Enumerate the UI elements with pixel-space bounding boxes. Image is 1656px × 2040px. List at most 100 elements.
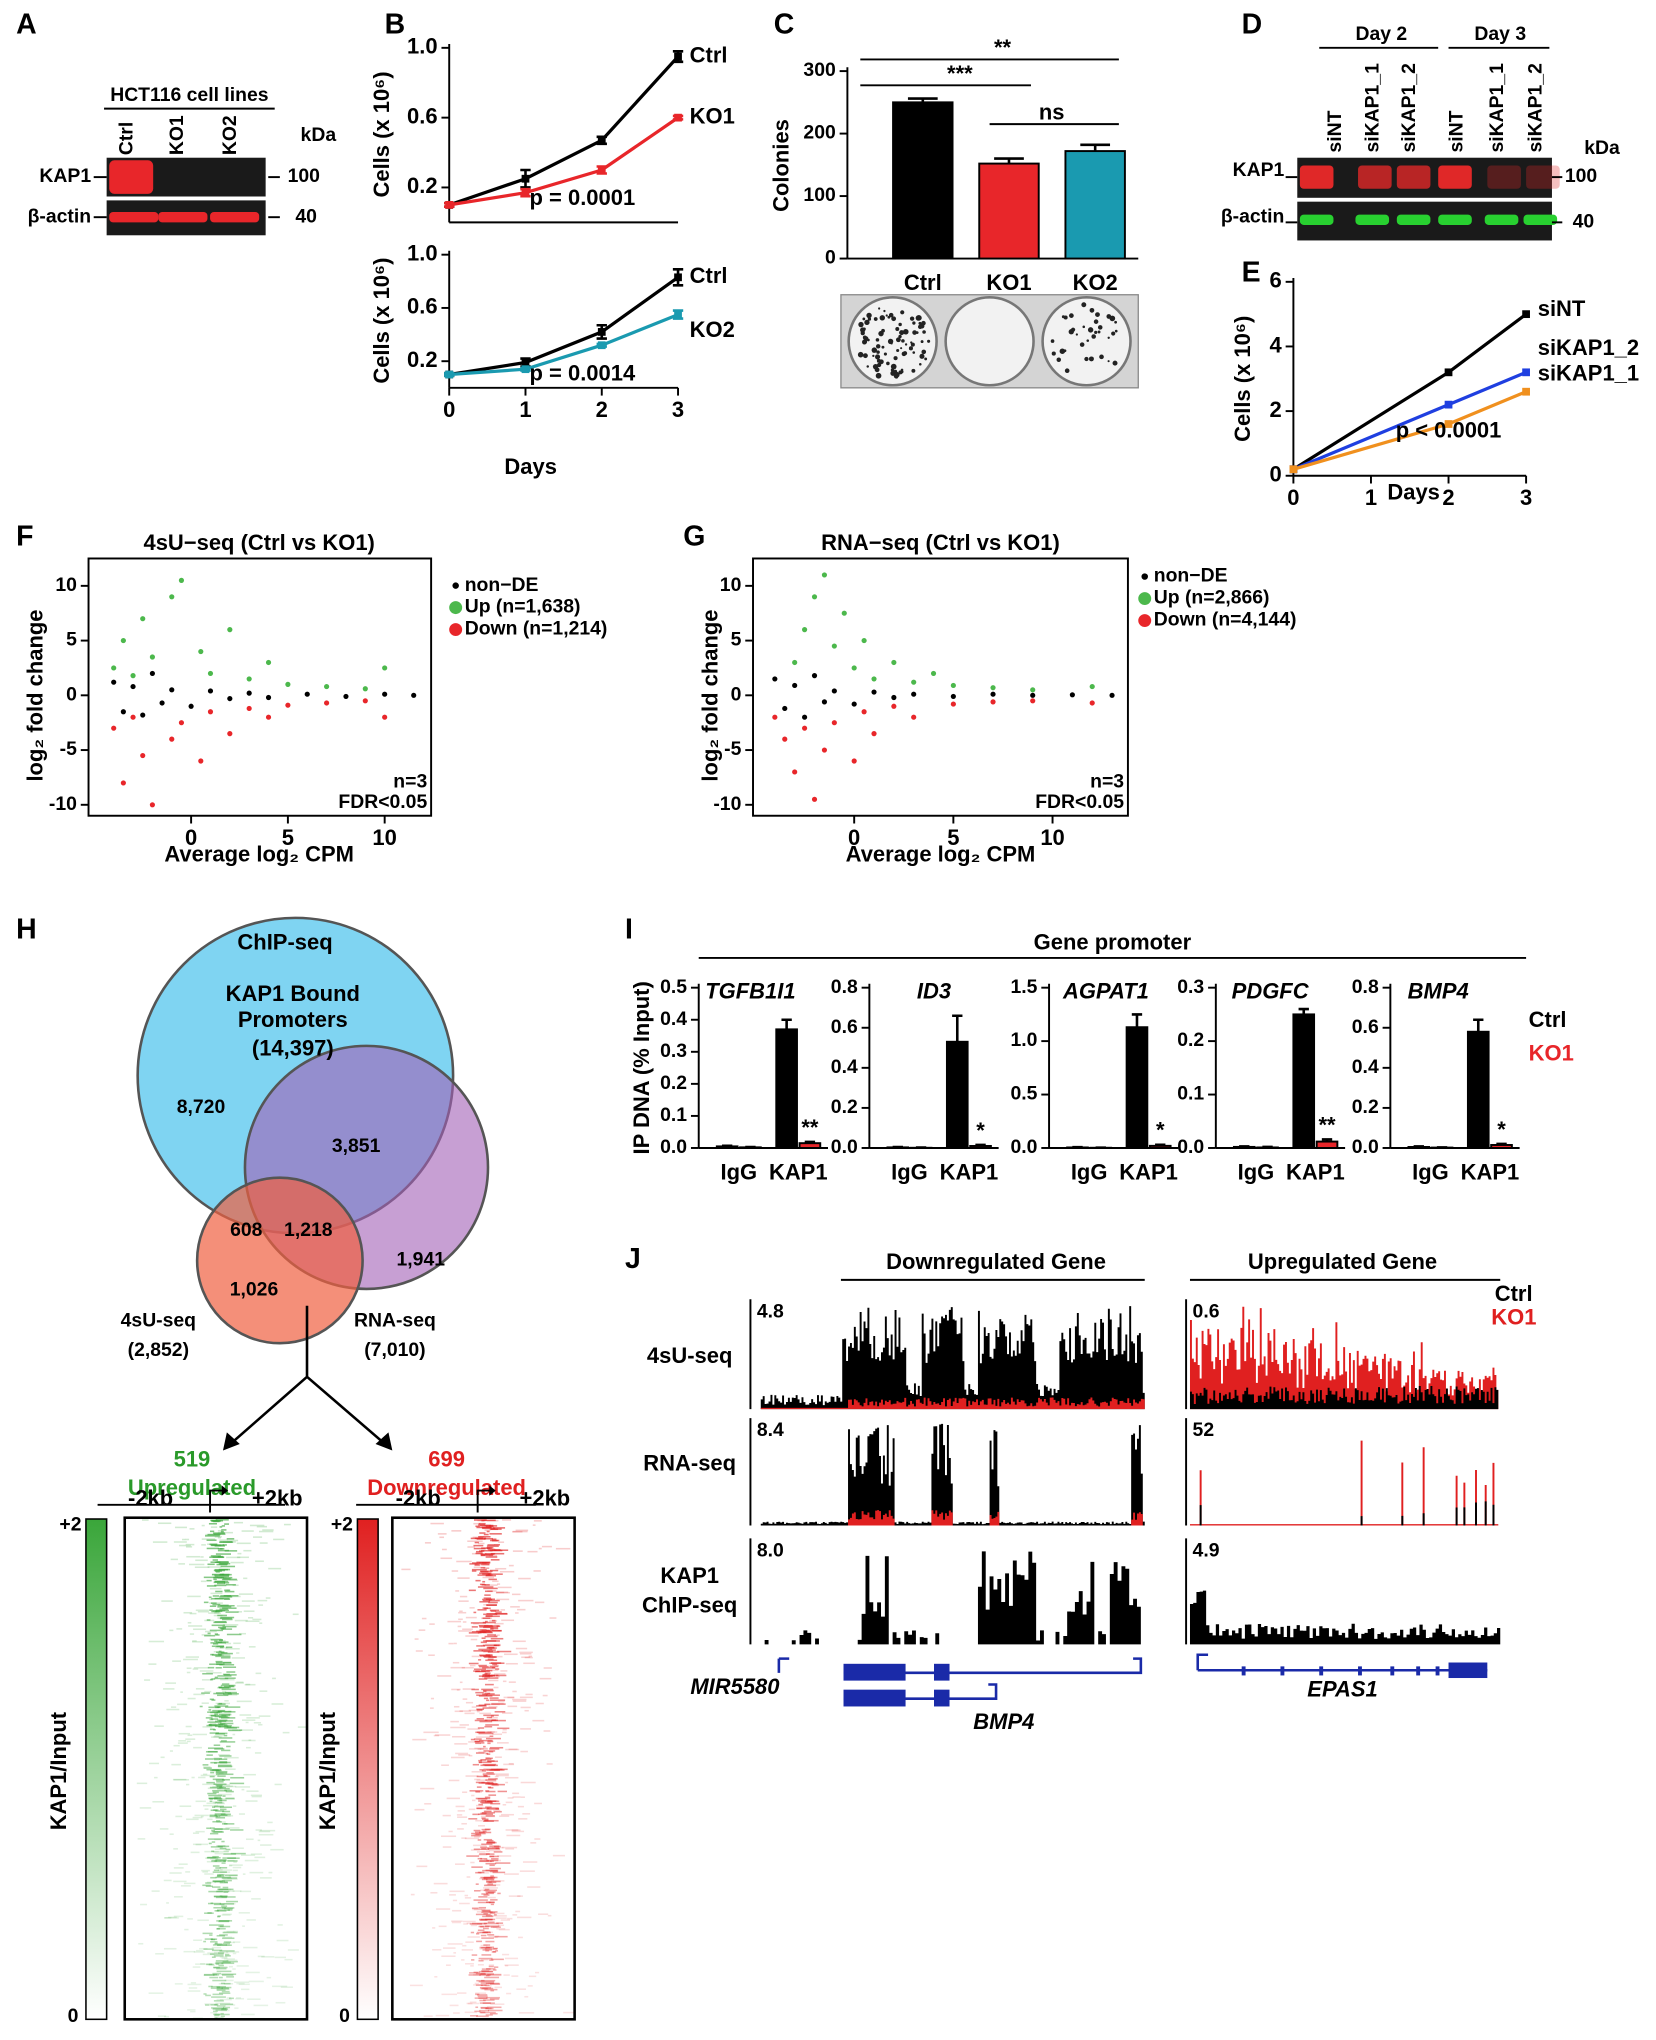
heatmap-cell	[212, 1855, 219, 1858]
blot-band	[210, 212, 260, 223]
heatmap-cell	[486, 1859, 499, 1862]
point	[911, 679, 917, 685]
exon	[1241, 1666, 1246, 1676]
heatmap-cell	[216, 1986, 221, 1988]
y-tick-label: 0.1	[660, 1104, 687, 1126]
y-tick-label: 5	[731, 629, 742, 651]
heatmap-cell	[209, 1587, 222, 1590]
heatmap-cell	[464, 1712, 475, 1715]
heatmap-cell	[434, 1976, 438, 1978]
heatmap-cell	[217, 1675, 232, 1677]
legend-label: KO1	[1491, 1304, 1536, 1329]
heatmap-cell	[224, 1677, 236, 1679]
heatmap-cell	[220, 1982, 225, 1985]
heatmap-cell	[468, 1589, 476, 1592]
heatmap-cell	[468, 1709, 483, 1712]
point	[265, 659, 272, 666]
heatmap-cell	[248, 1739, 252, 1742]
colony	[873, 317, 878, 321]
heatmap-cell	[215, 1720, 227, 1723]
heatmap-cell	[251, 1898, 261, 1900]
heatmap-cell	[216, 1845, 226, 1847]
heatmap-cell	[233, 1941, 241, 1943]
heatmap-cell	[268, 1871, 273, 1874]
heatmap-cell	[222, 1810, 231, 1813]
heatmap-cell	[210, 1711, 219, 1714]
chart-title: PDGFC	[1232, 979, 1310, 1004]
point	[950, 693, 956, 700]
heatmap-cell	[483, 1922, 499, 1925]
heatmap-cell	[517, 1805, 524, 1808]
point	[130, 714, 136, 720]
colony	[1059, 348, 1066, 354]
heatmap-cell	[518, 1936, 523, 1939]
heatmap-cell	[193, 1693, 205, 1696]
heatmap-cell	[481, 1893, 489, 1895]
heatmap-cell	[208, 1724, 212, 1726]
heatmap-cell	[223, 1891, 229, 1893]
heatmap-cell	[490, 1719, 506, 1722]
heatmap-cell	[478, 1970, 493, 1973]
heatmap-cell	[489, 1998, 500, 2000]
heatmap-cell	[245, 1683, 251, 1686]
heatmap-cell	[154, 1725, 164, 1727]
heatmap-cell	[486, 1880, 501, 1883]
heatmap-cell	[219, 1999, 224, 2001]
heatmap-cell	[208, 1964, 215, 1967]
bar	[1490, 1144, 1513, 1149]
heatmap-cell	[209, 1924, 224, 1926]
heatmap-cell	[185, 1656, 199, 1658]
heatmap-cell	[217, 1765, 234, 1768]
heatmap-cell	[258, 1530, 274, 1533]
colony	[1064, 368, 1070, 374]
heatmap-cell	[473, 1844, 487, 1847]
heatmap-cell	[201, 1692, 210, 1694]
heatmap-cell	[213, 1783, 227, 1785]
heatmap-cell	[474, 1537, 483, 1540]
colony	[1093, 319, 1099, 324]
heatmap-cell	[490, 1699, 506, 1701]
heatmap-cell	[457, 1816, 468, 1818]
heatmap-cell	[485, 1758, 492, 1760]
heatmap-cell	[202, 1783, 218, 1786]
plot-frame	[752, 557, 1129, 817]
heatmap-cell	[219, 1541, 234, 1543]
exon	[934, 1689, 950, 1707]
heatmap-cell	[480, 1554, 493, 1557]
heatmap-cell	[480, 1931, 494, 1934]
heatmap-cell	[461, 1837, 467, 1839]
heatmap-cell	[479, 1748, 488, 1750]
heatmap-cell	[484, 1819, 499, 1822]
heatmap-cell	[213, 1966, 220, 1969]
bar	[1066, 1146, 1089, 1149]
heatmap-cell	[479, 1665, 489, 1668]
heatmap-cell	[211, 1654, 222, 1656]
heatmap-cell	[217, 1915, 221, 1917]
heatmap-cell	[215, 1773, 220, 1776]
heatmap-cell	[206, 1547, 219, 1550]
heatmap-cell	[482, 1877, 493, 1879]
heatmap-cell	[508, 1681, 516, 1683]
heatmap-cell	[469, 1607, 475, 1609]
color-scale	[85, 1518, 108, 2021]
heatmap-cell	[184, 1928, 189, 1931]
heatmap-cell	[487, 2009, 503, 2012]
heatmap-cell	[215, 1667, 222, 1669]
heatmap-cell	[236, 1965, 249, 1967]
heatmap-cell	[203, 1804, 219, 1807]
heatmap-cell	[241, 1600, 255, 1602]
point	[521, 188, 530, 197]
heatmap-cell	[222, 1936, 233, 1939]
heatmap-cell	[195, 1830, 205, 1833]
bar	[798, 1142, 822, 1149]
heatmap-cell	[492, 1915, 507, 1917]
point	[285, 702, 291, 708]
heatmap-cell	[199, 1705, 203, 1708]
colony	[875, 338, 880, 342]
heatmap-cell	[479, 1769, 484, 1771]
heatmap-cell	[458, 1611, 467, 1614]
heatmap-cell	[487, 1693, 495, 1695]
venn-label: (2,852)	[128, 1339, 189, 1361]
heatmap-cell	[213, 1828, 223, 1830]
x-tick-label: IgG	[720, 1160, 757, 1185]
